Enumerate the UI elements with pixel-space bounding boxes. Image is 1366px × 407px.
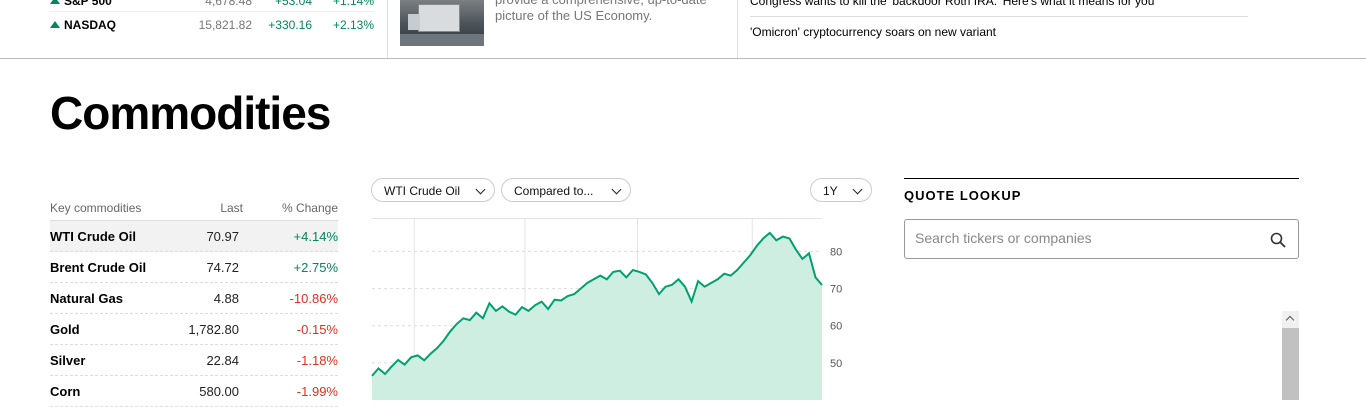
commodity-row[interactable]: Gold 1,782.80 -0.15%: [50, 314, 338, 345]
column-divider: [387, 0, 388, 58]
header-name: Key commodities: [50, 201, 142, 215]
commodity-pct: -1.18%: [296, 353, 338, 368]
column-divider: [737, 0, 738, 58]
y-tick-label: 70: [830, 284, 842, 296]
commodity-row[interactable]: Brent Crude Oil 74.72 +2.75%: [50, 252, 338, 283]
commodity-last: 580.00: [199, 384, 239, 399]
chevron-down-icon: [611, 184, 622, 195]
scrollbar-thumb[interactable]: [1282, 328, 1299, 400]
index-pct: +2.13%: [332, 18, 374, 32]
header-last: Last: [220, 201, 243, 215]
chevron-up-icon: [1285, 315, 1295, 325]
index-last: 4,678.48: [205, 0, 252, 8]
commodity-pct: +4.14%: [293, 229, 338, 244]
range-select[interactable]: 1Y: [810, 178, 872, 202]
search-input[interactable]: [913, 229, 1257, 247]
index-name: S&P 500: [64, 0, 112, 8]
commodity-row[interactable]: Corn 580.00 -1.99%: [50, 376, 338, 407]
commodity-pct: -1.99%: [296, 384, 338, 399]
section-title: Commodities: [50, 87, 331, 139]
commodity-last: 4.88: [213, 291, 239, 306]
chevron-down-icon: [852, 184, 863, 195]
quote-search-box[interactable]: [904, 219, 1299, 259]
commodity-name: Corn: [50, 384, 81, 399]
commodity-name: Brent Crude Oil: [50, 260, 147, 275]
commodity-last: 74.72: [206, 260, 239, 275]
search-icon[interactable]: [1270, 232, 1286, 248]
commodity-row[interactable]: Natural Gas 4.88 -10.86%: [50, 283, 338, 314]
truck-image: [418, 4, 460, 32]
up-arrow-icon: [50, 0, 60, 4]
news-link[interactable]: Congress wants to kill the 'backdoor Rot…: [750, 0, 1248, 17]
range-select-label: 1Y: [823, 184, 838, 198]
commodity-row[interactable]: WTI Crude Oil 70.97 +4.14%: [50, 221, 338, 252]
index-row-nasdaq[interactable]: NASDAQ 15,821.82 +330.16 +2.13%: [50, 13, 374, 37]
index-change: +53.04: [274, 0, 312, 8]
y-axis-ticks: 50 60 70 80: [830, 246, 842, 369]
price-area: [372, 232, 822, 400]
article-thumbnail[interactable]: [400, 0, 484, 46]
index-row-sp500[interactable]: S&P 500 4,678.48 +53.04 +1.14%: [50, 0, 374, 13]
commodity-row[interactable]: Silver 22.84 -1.18%: [50, 345, 338, 376]
y-tick-label: 80: [830, 246, 842, 258]
market-strip: S&P 500 4,678.48 +53.04 +1.14% NASDAQ 15…: [0, 0, 1366, 59]
table-header: Key commodities Last % Change: [50, 196, 338, 221]
commodity-pct: +2.75%: [293, 260, 338, 275]
commodity-name: WTI Crude Oil: [50, 229, 136, 244]
row-divider: [50, 11, 374, 12]
commodity-pct: -0.15%: [296, 322, 338, 337]
commodity-last: 1,782.80: [188, 322, 239, 337]
commodity-select-label: WTI Crude Oil: [384, 184, 461, 198]
index-pct: +1.14%: [332, 0, 374, 8]
y-tick-label: 60: [830, 321, 842, 333]
up-arrow-icon: [50, 21, 60, 28]
commodity-name: Natural Gas: [50, 291, 123, 306]
index-change: +330.16: [268, 18, 312, 32]
quote-lookup-title: QUOTE LOOKUP: [904, 188, 1022, 203]
compare-select-label: Compared to...: [514, 184, 594, 198]
scrollbar[interactable]: [1282, 311, 1299, 400]
commodity-last: 22.84: [206, 353, 239, 368]
commodities-table: Key commodities Last % Change WTI Crude …: [50, 196, 338, 407]
chevron-down-icon: [475, 184, 486, 195]
scroll-up-button[interactable]: [1282, 311, 1299, 327]
commodity-last: 70.97: [206, 229, 239, 244]
quote-lookup-rule: [904, 178, 1299, 179]
y-tick-label: 50: [830, 358, 842, 370]
news-link[interactable]: 'Omicron' cryptocurrency soars on new va…: [750, 25, 997, 39]
commodity-name: Silver: [50, 353, 86, 368]
index-name: NASDAQ: [64, 18, 117, 32]
article-summary[interactable]: provide a comprehensive, up-to-date pict…: [495, 0, 707, 23]
commodity-select[interactable]: WTI Crude Oil: [371, 178, 495, 202]
compare-select[interactable]: Compared to...: [501, 178, 631, 202]
commodity-price-chart[interactable]: 50 60 70 80: [370, 218, 850, 400]
index-last: 15,821.82: [198, 18, 252, 32]
commodity-name: Gold: [50, 322, 80, 337]
header-pct: % Change: [281, 201, 338, 215]
price-line: [371, 231, 823, 377]
commodity-pct: -10.86%: [289, 291, 338, 306]
